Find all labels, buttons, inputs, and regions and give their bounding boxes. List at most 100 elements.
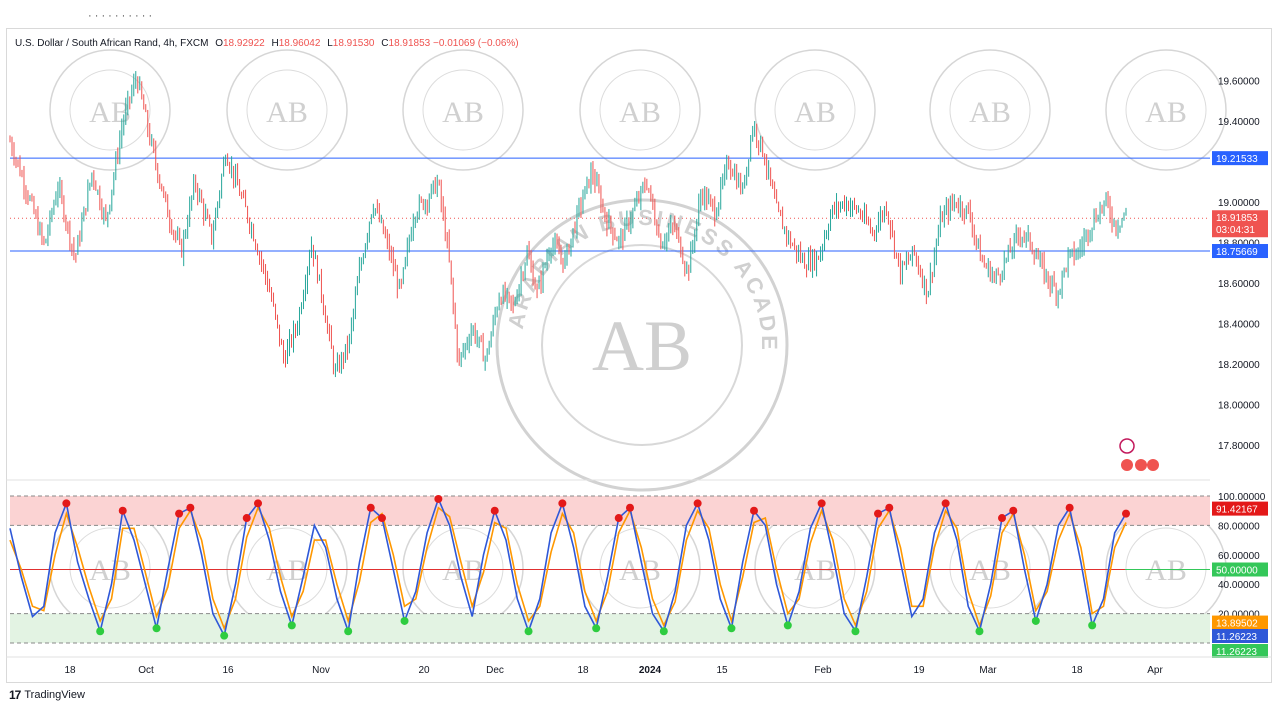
stoch-tag-d-bg: [1212, 615, 1268, 630]
overbought-signal-dot: [242, 514, 251, 523]
stoch-tag-mid: 50.00000: [1216, 566, 1258, 577]
stoch-tag-k2-bg: [1212, 644, 1268, 658]
oversold-signal-dot: [1031, 616, 1040, 625]
oversold-signal-dot: [287, 621, 296, 630]
watermark-inner-ring: [246, 527, 328, 609]
oversold-zone: [10, 613, 1210, 643]
watermark-ring: [579, 49, 701, 171]
stoch-tag-overbought: 91.42167: [1216, 505, 1258, 516]
time-tick-label: Apr: [1147, 665, 1163, 676]
time-tick-label: 19: [913, 665, 925, 676]
change-value: −0.01069 (−0.06%): [433, 38, 519, 49]
overbought-signal-dot: [366, 503, 375, 512]
time-tick-label: 15: [716, 665, 728, 676]
overbought-signal-dot: [254, 499, 262, 508]
stoch-tag-d: 13.89502: [1216, 619, 1258, 630]
close-label: C: [381, 38, 389, 49]
overbought-signal-dot: [1065, 503, 1074, 512]
price-tick-label: 18.40000: [1218, 319, 1260, 330]
watermark-ring: [754, 49, 876, 171]
oversold-signal-dot: [783, 621, 792, 630]
time-tick-label: Nov: [312, 665, 330, 676]
time-tick-label: 18: [64, 665, 76, 676]
time-tick-label: 18: [577, 665, 589, 676]
watermark-layer: ABABABABABABABABABABABABABABABARABIAN BU…: [0, 0, 1227, 629]
stoch-tag-k: 11.26223: [1216, 632, 1257, 643]
price-tick-label: 19.40000: [1218, 117, 1260, 128]
us-flag-icon: [1121, 459, 1133, 471]
watermark-ring: [402, 49, 524, 171]
open-label: O: [215, 38, 223, 49]
watermark-big-ring: [495, 198, 789, 492]
chart-frame: [6, 28, 1272, 683]
open-value: 18.92922: [222, 38, 265, 49]
overbought-signal-dot: [941, 499, 950, 508]
watermark-initials: AB: [1145, 554, 1187, 587]
stoch-tick-label: 20.00000: [1218, 610, 1260, 621]
close-value: 18.91853: [388, 38, 431, 49]
watermark-inner-ring: [69, 69, 151, 151]
level-tag-upper: 19.21533: [1216, 154, 1258, 165]
oversold-signal-dot: [975, 627, 984, 636]
symbol-header: U.S. Dollar / South African Rand, 4h, FX…: [15, 38, 519, 49]
low-value: 18.91530: [332, 38, 375, 49]
overbought-signal-dot: [62, 499, 71, 508]
watermark-initials: AB: [1145, 96, 1187, 129]
oversold-signal-dot: [592, 624, 601, 633]
time-tick-label: 2024: [639, 665, 662, 676]
overbought-signal-dot: [558, 499, 567, 508]
event-lightning-icon: [1119, 438, 1135, 454]
last-price-tag-bg: [1212, 210, 1268, 238]
watermark-ring: [1105, 49, 1227, 171]
overbought-signal-dot: [817, 499, 826, 508]
watermark-big-initials: AB: [592, 306, 692, 386]
watermark-inner-ring: [422, 69, 504, 151]
watermark-inner-ring: [949, 69, 1031, 151]
price-tick-label: 19.60000: [1218, 76, 1260, 87]
price-tick-label: 19.00000: [1218, 198, 1260, 209]
price-tick-label: 17.80000: [1218, 441, 1260, 452]
overbought-signal-dot: [1122, 509, 1130, 518]
overbought-signal-dot: [614, 514, 623, 523]
time-tick-label: 18: [1071, 665, 1083, 676]
stoch-tag-k-bg: [1212, 629, 1268, 643]
overbought-signal-dot: [885, 503, 894, 512]
time-tick-label: Dec: [486, 665, 504, 676]
time-tick-label: 20: [418, 665, 430, 676]
overbought-signal-dot: [490, 506, 499, 515]
stoch-tick-label: 100.00000: [1218, 492, 1266, 503]
watermark-initials: AB: [266, 96, 308, 129]
price-tick-label: 18.00000: [1218, 400, 1260, 411]
watermark-inner-ring: [1125, 527, 1207, 609]
stoch-tag-k2: 11.26223: [1216, 647, 1257, 658]
time-axis: 18 Oct 16 Nov 20 Dec 18 2024 15 Feb 19 Mar 18 Apr: [6, 656, 1272, 676]
high-value: 18.96042: [278, 38, 321, 49]
oversold-signal-dot: [659, 627, 668, 636]
tradingview-branding[interactable]: 17 TradingView: [9, 688, 85, 702]
watermark-big-text: ARABIAN BUSINESS ACADEMY: [0, 0, 782, 353]
time-tick-label: Oct: [138, 665, 154, 676]
stochastic-k-line: [9, 496, 1127, 638]
watermark-initials: AB: [89, 554, 131, 587]
us-flag-icon-2: [1135, 459, 1147, 471]
us-flag-icon-3: [1147, 459, 1159, 471]
watermark-inner-ring: [599, 527, 681, 609]
overbought-signal-dot: [378, 514, 386, 523]
overbought-signal-dot: [118, 506, 127, 515]
time-tick-label: Mar: [979, 665, 997, 676]
level-tag-lower: 18.75669: [1216, 247, 1258, 258]
oversold-signal-dot: [344, 627, 353, 636]
watermark-ring: [929, 49, 1051, 171]
low-label: L: [327, 38, 333, 49]
overbought-signal-dot: [1009, 506, 1018, 515]
overbought-signal-dot: [750, 506, 758, 515]
watermark-initials: AB: [969, 554, 1011, 587]
overbought-signal-dot: [626, 503, 634, 512]
watermark-inner-ring: [949, 527, 1031, 609]
oversold-signal-dot: [851, 627, 860, 636]
watermark-inner-ring: [69, 527, 151, 609]
price-panel: [9, 71, 1210, 471]
stoch-tag-mid-bg: [1212, 562, 1268, 577]
watermark-initials: AB: [794, 96, 836, 129]
